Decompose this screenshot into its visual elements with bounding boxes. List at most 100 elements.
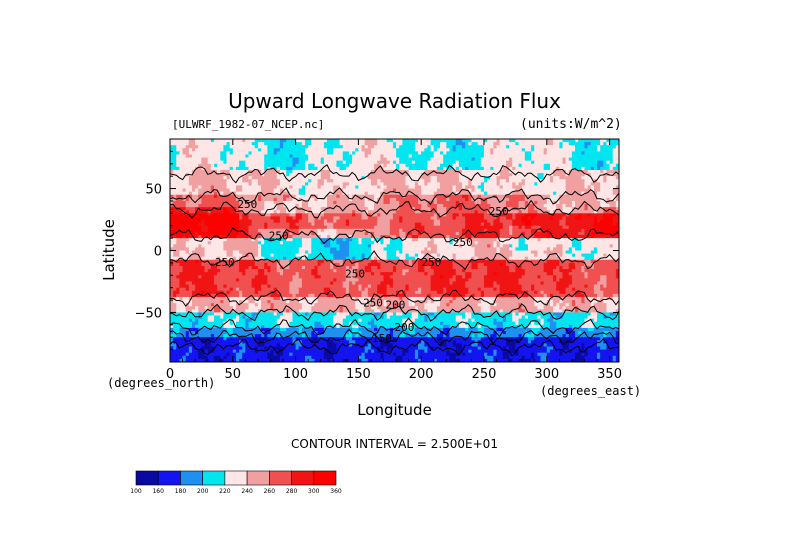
- flux-cell: [556, 154, 560, 159]
- flux-cell: [449, 222, 454, 227]
- flux-cell: [213, 216, 218, 221]
- flux-cell: [509, 142, 513, 146]
- flux-cell: [361, 241, 366, 245]
- flux-cell: [279, 173, 284, 177]
- flux-cell: [355, 244, 359, 249]
- flux-cell: [578, 244, 582, 249]
- flux-cell: [446, 204, 451, 208]
- flux-cell: [587, 219, 592, 224]
- flux-cell: [342, 210, 347, 214]
- flux-cell: [408, 166, 413, 171]
- flux-cell: [575, 139, 579, 143]
- flux-cell: [314, 210, 319, 214]
- flux-cell: [305, 216, 309, 221]
- flux-cell: [289, 210, 294, 214]
- flux-cell: [374, 157, 378, 162]
- flux-cell: [308, 235, 312, 239]
- flux-cell: [348, 222, 353, 227]
- flux-cell: [480, 166, 485, 171]
- flux-cell: [191, 241, 196, 245]
- flux-cell: [261, 169, 265, 174]
- flux-cell: [295, 185, 300, 190]
- flux-cell: [499, 235, 504, 239]
- flux-cell: [195, 225, 199, 230]
- flux-cell: [452, 151, 457, 156]
- flux-cell: [531, 176, 535, 180]
- flux-cell: [477, 176, 482, 180]
- flux-cell: [320, 228, 325, 233]
- flux-cell: [603, 194, 608, 199]
- flux-cell: [279, 185, 284, 190]
- flux-cell: [336, 157, 341, 162]
- flux-cell: [270, 148, 275, 152]
- flux-cell: [345, 222, 350, 227]
- flux-cell: [254, 228, 259, 233]
- flux-cell: [314, 241, 319, 245]
- flux-cell: [267, 228, 272, 233]
- flux-cell: [578, 210, 582, 214]
- flux-cell: [220, 188, 224, 193]
- flux-cell: [370, 182, 375, 187]
- flux-cell: [452, 241, 457, 245]
- flux-cell: [411, 139, 416, 143]
- flux-cell: [305, 185, 309, 190]
- flux-cell: [490, 207, 495, 211]
- flux-cell: [606, 213, 611, 218]
- flux-cell: [490, 231, 495, 236]
- flux-cell: [251, 219, 256, 224]
- flux-cell: [553, 139, 557, 143]
- flux-cell: [421, 235, 425, 239]
- flux-cell: [191, 222, 196, 227]
- flux-cell: [333, 169, 338, 174]
- flux-cell: [220, 225, 224, 230]
- flux-cell: [396, 145, 400, 149]
- flux-cell: [480, 160, 485, 165]
- flux-cell: [182, 213, 187, 218]
- flux-cell: [311, 244, 316, 249]
- flux-cell: [292, 219, 297, 224]
- flux-cell: [333, 231, 338, 236]
- flux-cell: [292, 145, 297, 149]
- flux-cell: [575, 163, 579, 168]
- flux-cell: [436, 166, 441, 171]
- flux-cell: [323, 185, 328, 190]
- flux-cell: [323, 225, 328, 230]
- flux-cell: [257, 197, 262, 202]
- flux-cell: [449, 160, 454, 165]
- flux-cell: [188, 151, 193, 156]
- flux-cell: [465, 185, 469, 190]
- flux-cell: [361, 173, 366, 177]
- flux-cell: [286, 210, 290, 214]
- flux-cell: [185, 188, 190, 193]
- flux-cell: [367, 169, 372, 174]
- flux-cell: [449, 182, 454, 187]
- flux-cell: [367, 188, 372, 193]
- flux-cell: [286, 225, 290, 230]
- flux-cell: [534, 176, 538, 180]
- flux-cell: [311, 179, 316, 183]
- flux-cell: [333, 160, 338, 165]
- flux-cell: [355, 222, 359, 227]
- flux-cell: [490, 228, 495, 233]
- flux-cell: [301, 179, 306, 183]
- flux-cell: [292, 204, 297, 208]
- flux-cell: [534, 182, 538, 187]
- flux-cell: [348, 188, 353, 193]
- flux-cell: [578, 154, 582, 159]
- flux-cell: [424, 169, 429, 174]
- flux-cell: [587, 228, 592, 233]
- flux-cell: [402, 216, 407, 221]
- flux-cell: [606, 142, 611, 146]
- flux-cell: [364, 173, 369, 177]
- flux-cell: [603, 166, 608, 171]
- flux-cell: [424, 200, 429, 205]
- flux-cell: [367, 139, 372, 143]
- flux-cell: [220, 142, 224, 146]
- flux-cell: [584, 151, 589, 156]
- flux-cell: [597, 182, 601, 187]
- flux-cell: [430, 231, 435, 236]
- flux-cell: [487, 191, 491, 196]
- flux-cell: [298, 194, 303, 199]
- flux-cell: [518, 160, 523, 165]
- flux-cell: [248, 194, 253, 199]
